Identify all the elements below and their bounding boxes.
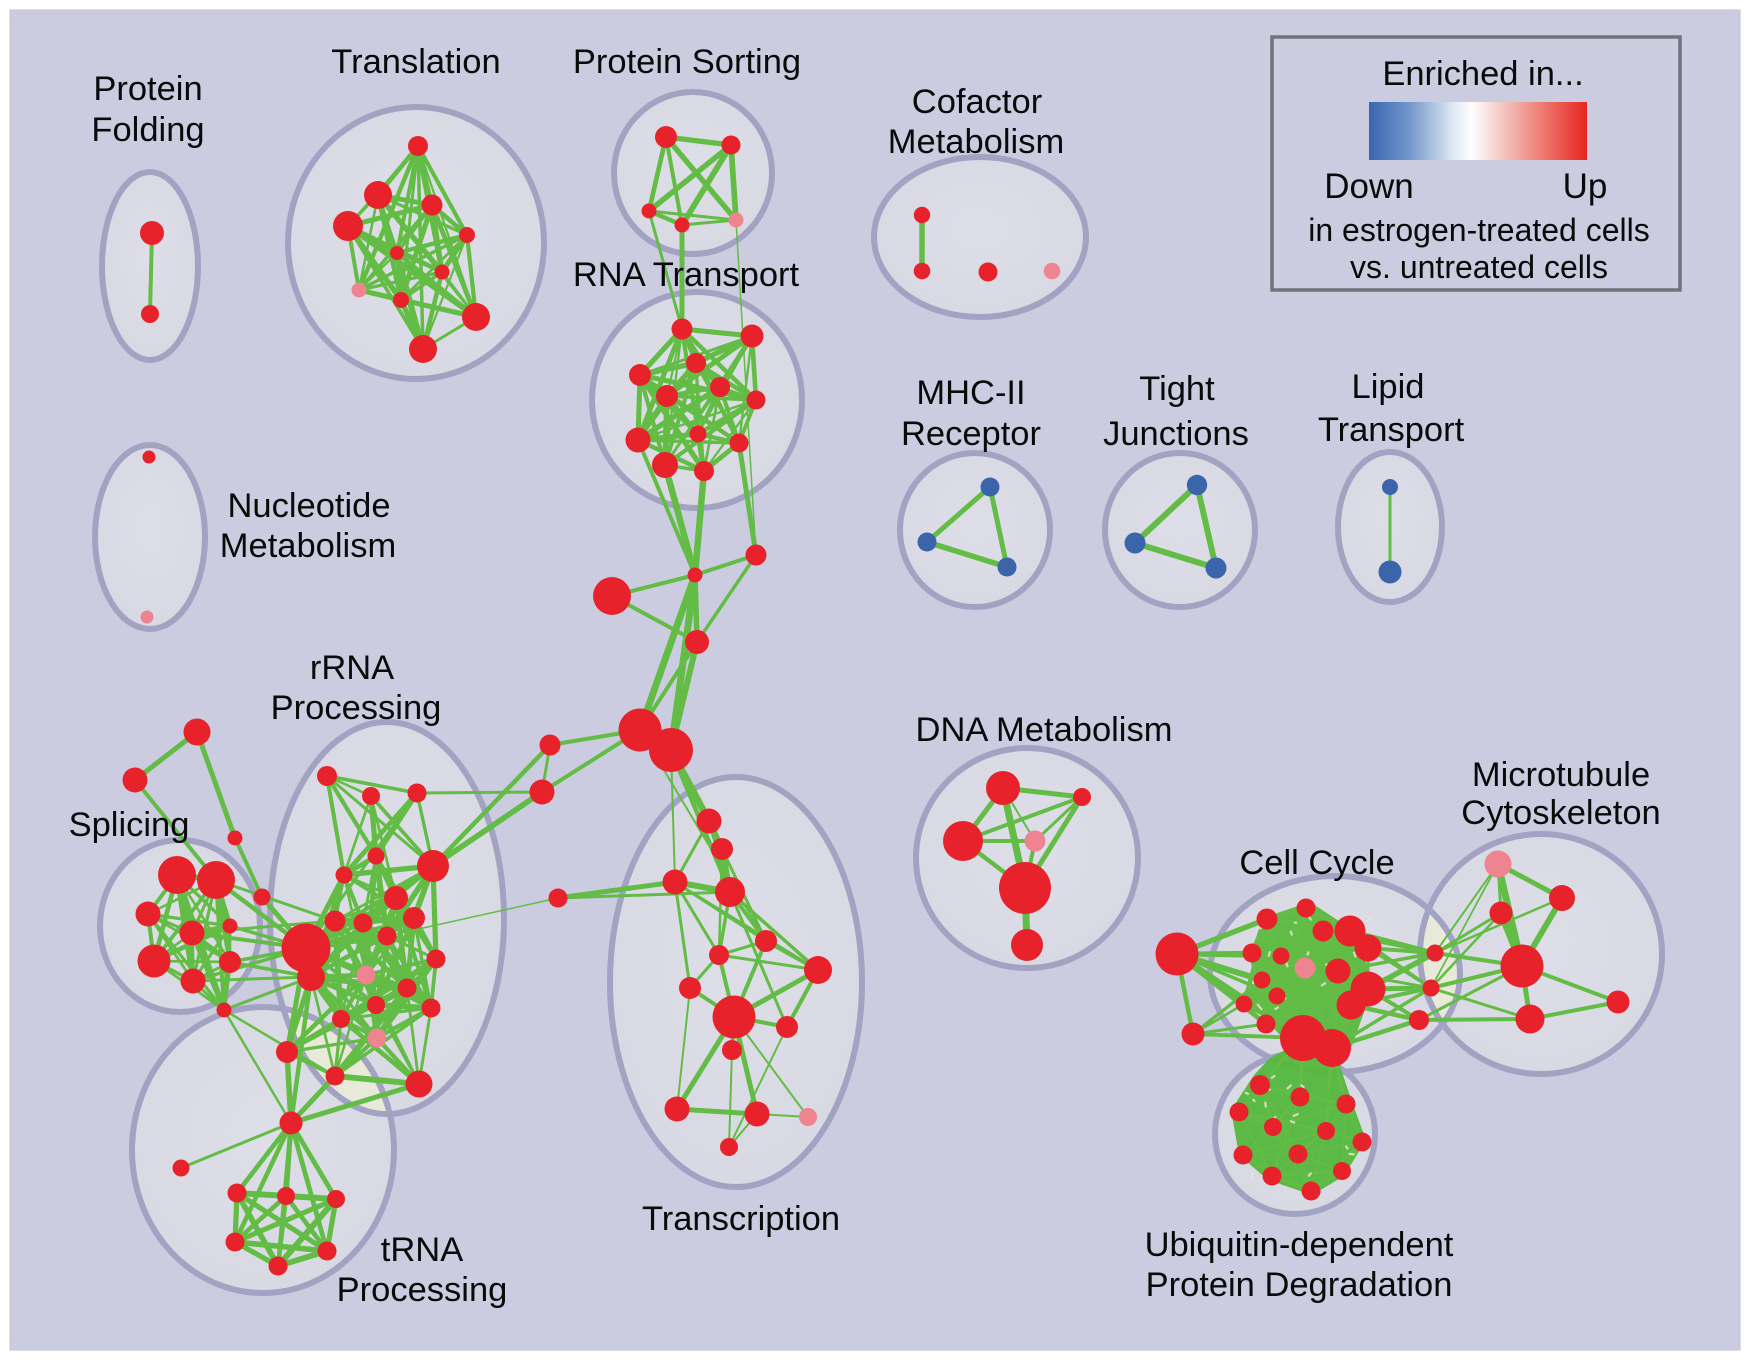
svg-text:Processing: Processing (337, 1271, 508, 1309)
svg-text:Nucleotide: Nucleotide (227, 487, 390, 525)
svg-text:DNA Metabolism: DNA Metabolism (916, 711, 1173, 749)
svg-text:Receptor: Receptor (901, 415, 1041, 453)
svg-text:vs. untreated cells: vs. untreated cells (1350, 249, 1608, 285)
svg-text:Cell Cycle: Cell Cycle (1239, 844, 1394, 882)
svg-text:Metabolism: Metabolism (888, 123, 1064, 161)
svg-text:Transcription: Transcription (642, 1200, 840, 1238)
svg-text:Tight: Tight (1139, 370, 1215, 408)
svg-text:Folding: Folding (91, 111, 204, 149)
svg-text:Cofactor: Cofactor (912, 83, 1042, 121)
svg-text:Up: Up (1563, 167, 1608, 206)
svg-text:Lipid: Lipid (1352, 368, 1425, 406)
svg-text:Junctions: Junctions (1103, 415, 1249, 453)
svg-text:Protein Sorting: Protein Sorting (573, 43, 801, 81)
svg-text:tRNA: tRNA (381, 1231, 463, 1269)
svg-text:Microtubule: Microtubule (1472, 756, 1650, 794)
svg-text:Protein Degradation: Protein Degradation (1146, 1266, 1453, 1304)
svg-text:Protein: Protein (93, 70, 202, 108)
svg-text:Splicing: Splicing (69, 806, 190, 844)
svg-text:Down: Down (1324, 167, 1413, 206)
svg-text:Ubiquitin-dependent: Ubiquitin-dependent (1145, 1226, 1454, 1264)
svg-text:Processing: Processing (271, 689, 442, 727)
svg-text:Translation: Translation (331, 43, 500, 81)
svg-text:RNA Transport: RNA Transport (573, 256, 800, 294)
svg-text:rRNA: rRNA (310, 649, 394, 687)
svg-text:MHC-II: MHC-II (916, 374, 1025, 412)
svg-text:Transport: Transport (1318, 411, 1465, 449)
svg-text:Enriched in...: Enriched in... (1382, 55, 1583, 93)
svg-text:Cytoskeleton: Cytoskeleton (1461, 794, 1660, 832)
svg-text:Metabolism: Metabolism (220, 527, 396, 565)
svg-text:in estrogen-treated cells: in estrogen-treated cells (1308, 212, 1650, 248)
